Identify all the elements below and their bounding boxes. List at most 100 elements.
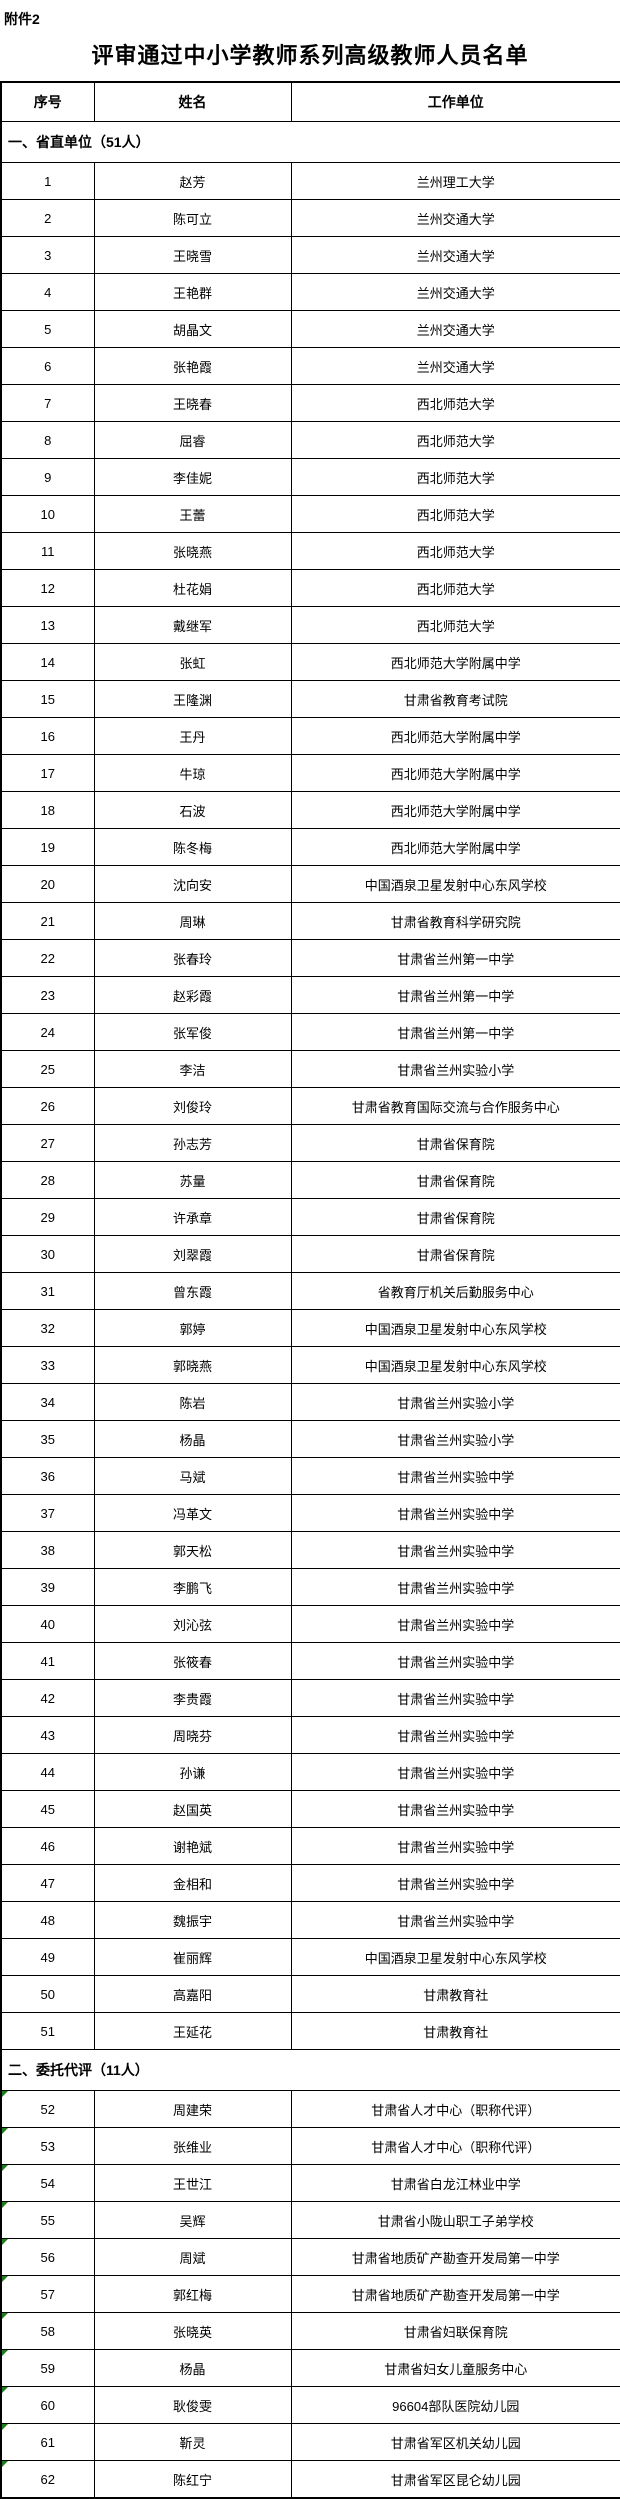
name-cell: 牛琼 [93,754,292,792]
name-cell: 郭红梅 [93,2275,292,2313]
page-title: 评审通过中小学教师系列高级教师人员名单 [91,43,529,68]
name-cell: 曾东霞 [93,1272,292,1310]
row-index-cell: 51 [0,2012,95,2050]
row-index-cell: 1 [0,162,95,200]
unit-cell: 甘肃教育社 [290,1975,620,2013]
row-index-cell: 46 [0,1827,95,1865]
table-row: 6 张艳霞 兰州交通大学 [0,347,620,385]
name-cell: 魏振宇 [93,1901,292,1939]
unit-cell: 甘肃教育社 [290,2012,620,2050]
name-cell: 王世江 [93,2164,292,2202]
row-index-cell: 18 [0,791,95,829]
name-cell: 耿俊雯 [93,2386,292,2424]
name-cell: 周斌 [93,2238,292,2276]
table-row: 3 王晓雪 兰州交通大学 [0,236,620,274]
table-row: 21 周琳 甘肃省教育科学研究院 [0,902,620,940]
row-index-cell: 42 [0,1679,95,1717]
unit-cell: 兰州交通大学 [290,273,620,311]
unit-cell: 兰州理工大学 [290,162,620,200]
cell-error-marker-icon [2,2276,8,2282]
row-index-cell: 23 [0,976,95,1014]
name-cell: 杨晶 [93,1420,292,1458]
unit-cell: 甘肃省兰州实验小学 [290,1383,620,1421]
table-row: 10 王蕾 西北师范大学 [0,495,620,533]
cell-error-marker-icon [2,2461,8,2467]
row-index-cell: 53 [0,2127,95,2165]
unit-cell: 甘肃省兰州实验中学 [290,1531,620,1569]
table-row: 62 陈红宁 甘肃省军区昆仑幼儿园 [0,2460,620,2499]
personnel-table: 序号 姓名 工作单位 一、省直单位（51人） 1 赵芳 兰州理工大学 2 陈可立 兰州交通大… [0,81,620,2499]
table-body: 一、省直单位（51人） 1 赵芳 兰州理工大学 2 陈可立 兰州交通大学 3 王晓雪 兰州交通大学… [0,121,620,2499]
table-row: 53 张维业 甘肃省人才中心（职称代评） [0,2127,620,2165]
row-index-cell: 8 [0,421,95,459]
unit-cell: 西北师范大学 [290,569,620,607]
name-cell: 陈冬梅 [93,828,292,866]
unit-cell: 96604部队医院幼儿园 [290,2386,620,2424]
name-cell: 陈岩 [93,1383,292,1421]
row-index-cell: 48 [0,1901,95,1939]
row-index-cell: 29 [0,1198,95,1236]
unit-cell: 甘肃省妇联保育院 [290,2312,620,2350]
table-row: 5 胡晶文 兰州交通大学 [0,310,620,348]
row-index-cell: 24 [0,1013,95,1051]
name-cell: 石波 [93,791,292,829]
name-cell: 郭晓燕 [93,1346,292,1384]
name-cell: 周琳 [93,902,292,940]
cell-error-marker-icon [2,2128,8,2134]
table-row: 7 王晓春 西北师范大学 [0,384,620,422]
name-cell: 张筱春 [93,1642,292,1680]
unit-cell: 甘肃省兰州实验中学 [290,1864,620,1902]
name-cell: 孙志芳 [93,1124,292,1162]
name-cell: 许承章 [93,1198,292,1236]
unit-cell: 西北师范大学附属中学 [290,754,620,792]
name-cell: 高嘉阳 [93,1975,292,2013]
row-index-cell: 60 [0,2386,95,2424]
unit-cell: 兰州交通大学 [290,199,620,237]
row-index-cell: 32 [0,1309,95,1347]
row-index-cell: 40 [0,1605,95,1643]
table-row: 29 许承章 甘肃省保育院 [0,1198,620,1236]
row-index-cell: 37 [0,1494,95,1532]
table-row: 45 赵国英 甘肃省兰州实验中学 [0,1790,620,1828]
unit-cell: 兰州交通大学 [290,236,620,274]
row-index-cell: 52 [0,2090,95,2128]
row-index-cell: 3 [0,236,95,274]
row-index-cell: 13 [0,606,95,644]
table-row: 17 牛琼 西北师范大学附属中学 [0,754,620,792]
table-row: 8 屈睿 西北师范大学 [0,421,620,459]
row-index-cell: 39 [0,1568,95,1606]
name-cell: 陈红宁 [93,2460,292,2499]
unit-cell: 甘肃省兰州实验中学 [290,1642,620,1680]
unit-cell: 甘肃省教育科学研究院 [290,902,620,940]
unit-cell: 甘肃省兰州实验中学 [290,1901,620,1939]
name-cell: 赵彩霞 [93,976,292,1014]
unit-cell: 甘肃省兰州实验中学 [290,1753,620,1791]
row-index-cell: 19 [0,828,95,866]
table-row: 42 李贵霞 甘肃省兰州实验中学 [0,1679,620,1717]
row-index-cell: 27 [0,1124,95,1162]
row-index-cell: 30 [0,1235,95,1273]
name-cell: 周晓芬 [93,1716,292,1754]
name-cell: 李贵霞 [93,1679,292,1717]
table-row: 24 张军俊 甘肃省兰州第一中学 [0,1013,620,1051]
table-row: 23 赵彩霞 甘肃省兰州第一中学 [0,976,620,1014]
name-cell: 张晓燕 [93,532,292,570]
row-index-cell: 16 [0,717,95,755]
table-row: 25 李洁 甘肃省兰州实验小学 [0,1050,620,1088]
unit-cell: 甘肃省白龙江林业中学 [290,2164,620,2202]
attachment-label: 附件2 [4,11,40,27]
table-row: 40 刘沁弦 甘肃省兰州实验中学 [0,1605,620,1643]
name-cell: 王艳群 [93,273,292,311]
name-cell: 张艳霞 [93,347,292,385]
cell-error-marker-icon [2,2239,8,2245]
name-cell: 戴继军 [93,606,292,644]
unit-cell: 西北师范大学 [290,495,620,533]
table-row: 50 高嘉阳 甘肃教育社 [0,1975,620,2013]
table-row: 30 刘翠霞 甘肃省保育院 [0,1235,620,1273]
table-row: 46 谢艳斌 甘肃省兰州实验中学 [0,1827,620,1865]
table-row: 36 马斌 甘肃省兰州实验中学 [0,1457,620,1495]
name-cell: 周建荣 [93,2090,292,2128]
name-cell: 刘沁弦 [93,1605,292,1643]
row-index-cell: 9 [0,458,95,496]
table-row: 18 石波 西北师范大学附属中学 [0,791,620,829]
